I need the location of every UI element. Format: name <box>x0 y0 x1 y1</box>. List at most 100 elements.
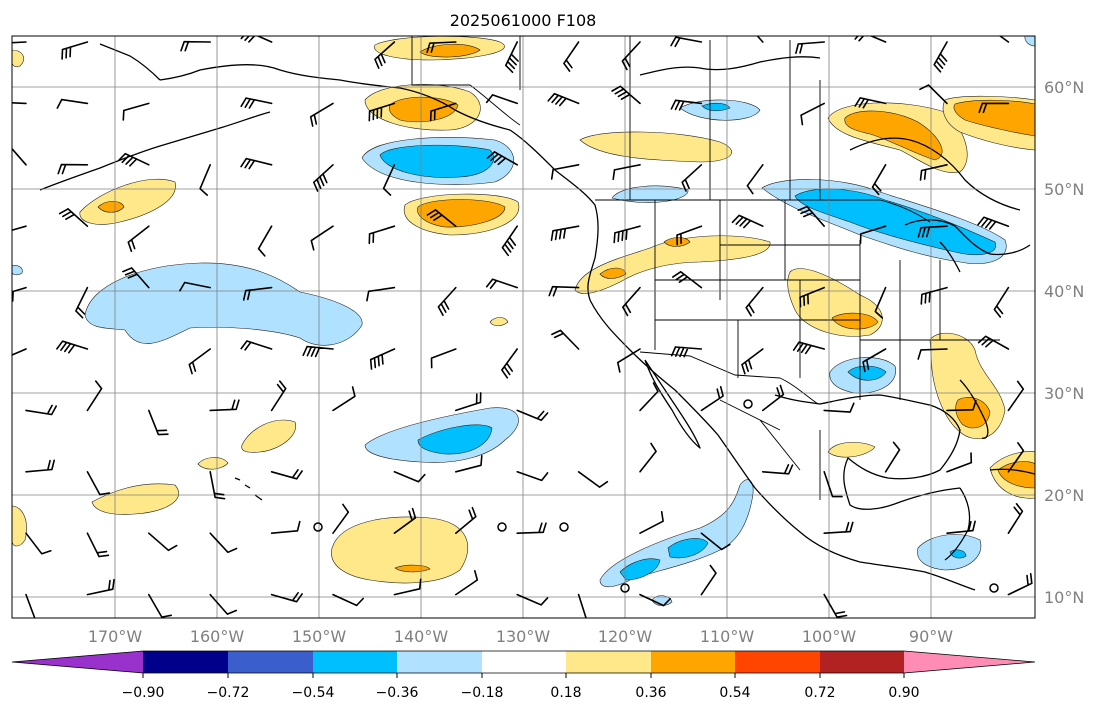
wind-barb <box>859 225 887 245</box>
wind-barb <box>426 41 457 54</box>
wind-barb <box>56 98 89 109</box>
wind-barb <box>309 102 334 127</box>
wind-barb <box>946 520 976 534</box>
wind-barb <box>86 578 115 596</box>
florida-coast <box>959 379 989 439</box>
colorbar-segment <box>143 651 228 673</box>
colorbar-segment <box>735 651 820 673</box>
wind-barb <box>731 214 764 229</box>
colorbar-tick-label: −0.18 <box>461 685 504 701</box>
wind-barb <box>368 102 396 122</box>
lon-label-90w: 90°W <box>909 627 953 646</box>
wind-barb <box>670 346 703 358</box>
wind-barb <box>25 459 55 473</box>
calm-wind-circle <box>620 583 630 593</box>
wind-barb <box>670 99 703 111</box>
colorbar: −0.90 −0.72 −0.54 −0.36 −0.18 0.18 0.36 … <box>11 650 1036 701</box>
wind-barb <box>270 592 303 603</box>
negative-anomaly-region <box>84 262 363 346</box>
wind-barb <box>199 164 211 196</box>
wind-barb <box>550 164 580 180</box>
lon-label-120w: 120°W <box>598 627 653 646</box>
wind-barb <box>270 380 287 412</box>
positive-anomaly-region <box>197 457 229 470</box>
lat-label-60n: 60°N <box>1044 78 1084 97</box>
negative-anomaly-region <box>667 538 709 559</box>
us-state-borders <box>654 200 1000 400</box>
wind-barb <box>302 345 334 358</box>
wind-barb <box>485 278 518 289</box>
colorbar-tick-label: −0.90 <box>122 685 165 701</box>
wind-barb <box>393 471 426 483</box>
wind-barb <box>242 286 273 301</box>
lon-label-100w: 100°W <box>802 627 857 646</box>
lon-label-110w: 110°W <box>700 627 755 646</box>
map-frame <box>11 35 1036 619</box>
wind-barb <box>209 593 237 615</box>
wind-barb <box>884 441 901 473</box>
colorbar-extend-max <box>904 651 1035 673</box>
wind-barb <box>61 41 89 60</box>
colorbar-segment <box>397 651 482 673</box>
lon-label-140w: 140°W <box>394 627 449 646</box>
calm-wind-circle <box>559 522 569 532</box>
positive-anomaly-region <box>574 235 771 294</box>
positive-anomaly-region <box>97 201 125 213</box>
colorbar-tick-label: 0.72 <box>804 685 835 701</box>
colorbar-tick-label: −0.72 <box>207 685 250 701</box>
wind-barb <box>455 506 477 534</box>
wind-barb <box>332 593 364 607</box>
wind-barb <box>874 286 887 319</box>
wind-barb <box>25 404 57 416</box>
negative-anomaly-region <box>619 558 661 581</box>
lat-label-30n: 30°N <box>1044 384 1084 403</box>
wind-barb <box>148 409 169 436</box>
us-mexico-border <box>639 351 819 405</box>
wind-barb <box>946 399 977 412</box>
latitude-labels: 60°N 50°N 40°N 30°N 20°N 10°N <box>1044 78 1084 607</box>
colorbar-tick-label: 0.36 <box>635 685 666 701</box>
wind-barb <box>933 41 948 73</box>
wind-barb <box>1007 503 1024 534</box>
wind-barb <box>25 593 45 618</box>
positive-anomaly-region <box>831 312 879 330</box>
gulf-of-mexico-coast <box>774 394 961 510</box>
wind-barb <box>978 102 1010 114</box>
wind-barb <box>332 386 356 412</box>
wind-barb <box>639 511 664 534</box>
wind-barb <box>179 281 211 292</box>
wind-barb <box>12 286 27 302</box>
wind-barb <box>240 97 273 109</box>
wind-barb <box>485 94 518 105</box>
wind-barb <box>998 36 1010 43</box>
wind-barb <box>58 208 89 227</box>
wind-barb <box>670 36 703 48</box>
colorbar-segment <box>228 651 313 673</box>
wind-barb <box>946 452 973 473</box>
map-title: 2025061000 F108 <box>450 11 597 30</box>
wind-barb <box>741 348 764 375</box>
alaska-west-coast <box>99 43 161 81</box>
positive-anomaly-region <box>241 419 297 453</box>
wind-barb <box>823 471 843 498</box>
wind-barb <box>800 102 825 126</box>
wind-barb <box>681 164 703 192</box>
wind-barb <box>180 40 211 52</box>
colorbar-segment <box>651 651 735 673</box>
calm-wind-markers <box>313 399 999 593</box>
wind-barb <box>871 164 887 196</box>
wind-barb <box>455 570 479 596</box>
wind-barb <box>310 225 334 251</box>
wind-barb <box>639 593 671 607</box>
graticule <box>12 36 1035 618</box>
wind-barb <box>257 225 273 257</box>
negative-anomaly-region <box>701 102 731 112</box>
wind-barb <box>148 532 178 552</box>
negative-anomaly-region <box>12 265 23 276</box>
us-canada-border <box>595 199 931 223</box>
wind-barb <box>756 36 764 43</box>
canada-province-borders <box>519 36 821 200</box>
wind-barb <box>429 102 457 122</box>
wind-barb <box>762 464 794 475</box>
wind-barb <box>86 532 110 558</box>
